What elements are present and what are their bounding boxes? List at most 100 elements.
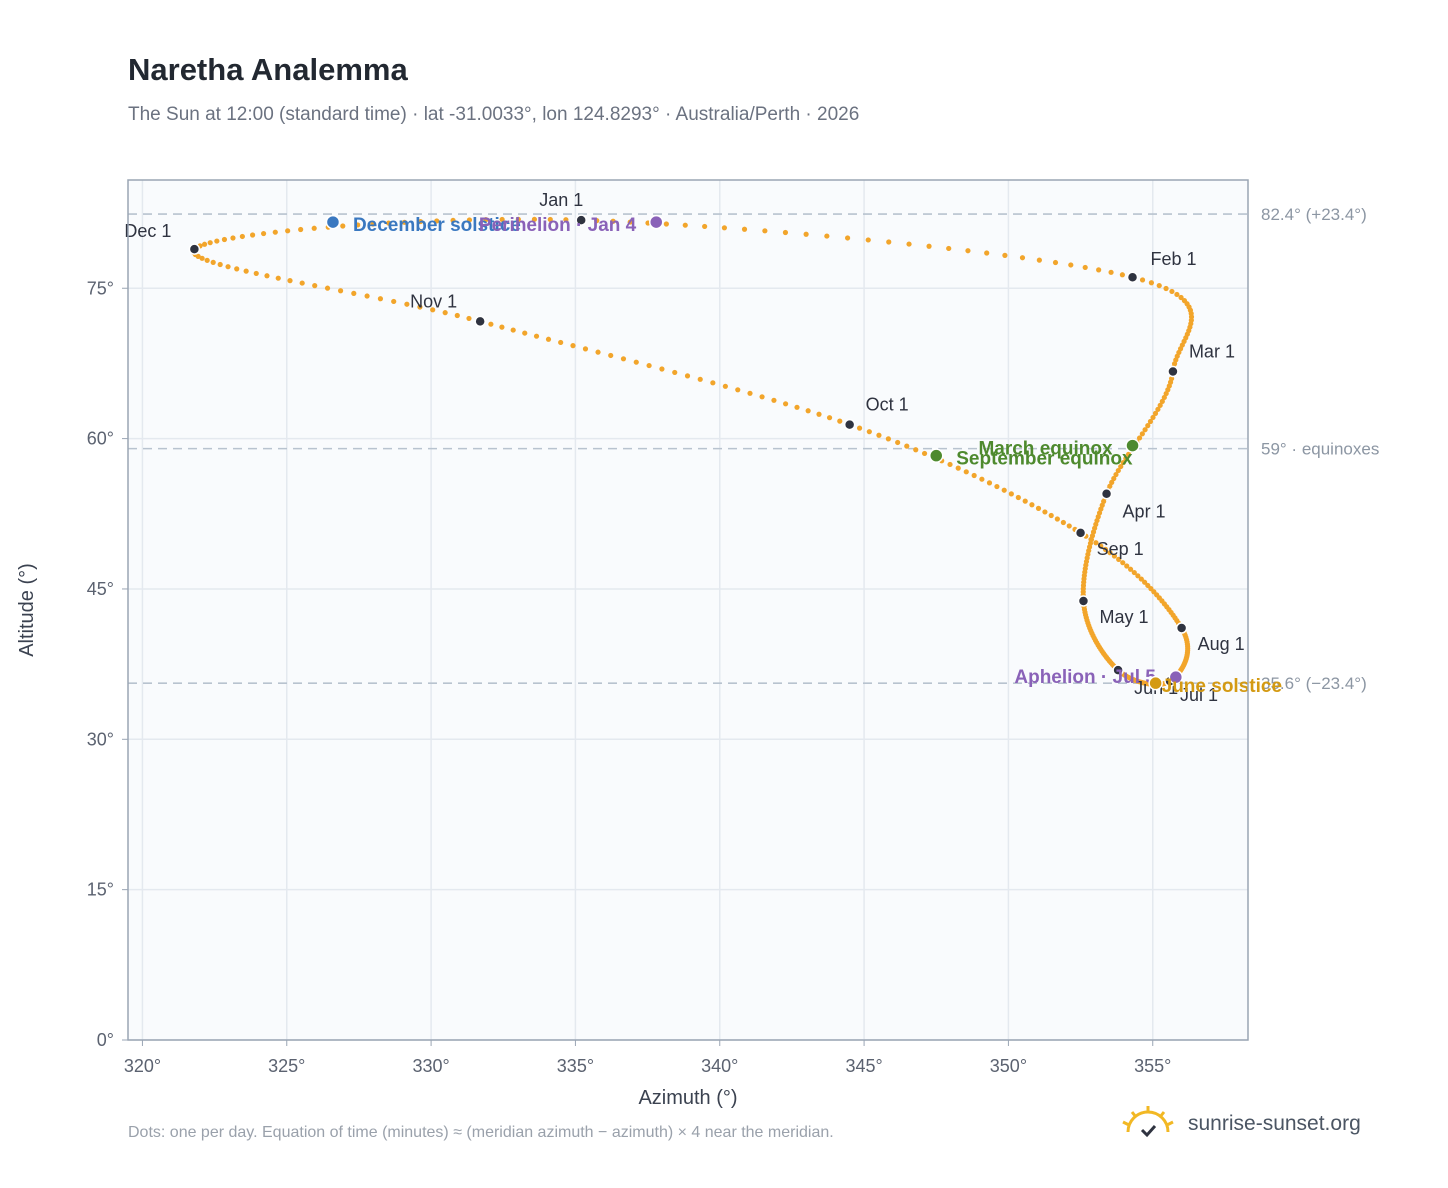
day-dot (272, 229, 278, 235)
day-dot (547, 216, 553, 223)
day-dot (946, 245, 952, 252)
day-dot (299, 280, 305, 286)
y-tick-label: 15° (87, 880, 114, 900)
month-marker-label: Dec 1 (124, 221, 171, 241)
day-dot (663, 221, 669, 227)
day-dot (253, 270, 259, 277)
month-marker (1112, 664, 1124, 676)
day-dot (260, 230, 267, 237)
day-dot (287, 278, 293, 284)
day-dot (979, 476, 985, 482)
chart-title: Naretha Analemma (128, 52, 408, 87)
chart-subtitle: The Sun at 12:00 (standard time) · lat -… (128, 104, 860, 125)
day-dot (646, 362, 652, 369)
event-marker (928, 448, 944, 463)
day-dot (312, 283, 318, 289)
day-dot (1163, 285, 1169, 292)
day-dot (1157, 402, 1163, 408)
day-dot (199, 255, 205, 261)
day-dot (782, 401, 789, 407)
month-marker-label: Mar 1 (1189, 341, 1235, 361)
day-dot (1139, 277, 1146, 283)
day-dot (682, 222, 688, 228)
day-dot (1036, 257, 1042, 263)
day-dot (803, 231, 809, 237)
event-marker (1125, 438, 1140, 453)
day-dot (1123, 455, 1129, 462)
day-dot (1111, 475, 1117, 482)
day-dot (710, 380, 716, 386)
month-marker (1167, 365, 1179, 378)
day-dot (298, 226, 304, 233)
day-dot (545, 336, 552, 342)
day-dot (340, 223, 346, 229)
day-dot (225, 264, 231, 270)
reference-lines: 82.4° (+23.4°) 59° · equinoxes 35.6° (−23.… (128, 205, 1379, 693)
x-tick-label: 325° (268, 1056, 305, 1076)
month-marker (188, 243, 201, 255)
day-dot (1096, 267, 1102, 273)
event-label: Perihelion · Jan 4 (479, 215, 637, 236)
brand-name: sunrise-sunset.org (1188, 1112, 1361, 1135)
day-dot (466, 217, 473, 223)
day-dot (1178, 294, 1184, 301)
day-dot (522, 330, 528, 336)
day-dot (1102, 546, 1109, 552)
day-dot (1109, 479, 1115, 485)
day-dot (984, 250, 990, 256)
day-dot (214, 238, 220, 244)
day-dot (1125, 451, 1132, 458)
day-dot (1001, 487, 1007, 493)
day-dot (1139, 431, 1145, 437)
event-label: December solstice (353, 215, 521, 236)
month-marker (1074, 527, 1087, 539)
day-dot (741, 226, 748, 232)
day-dot (531, 216, 538, 222)
day-dot (965, 248, 971, 254)
day-dot (337, 288, 344, 294)
day-dot (386, 220, 392, 226)
y-tick-label: 60° (87, 429, 114, 449)
month-marker-label: Sep 1 (1097, 539, 1144, 559)
day-dot (1131, 569, 1137, 576)
reference-line-label: 82.4° (+23.4°) (1261, 205, 1367, 224)
day-dot (1054, 516, 1060, 522)
day-dot (762, 228, 768, 234)
day-dot (466, 315, 472, 322)
day-dot (275, 275, 281, 281)
brand-logo[interactable]: sunrise-sunset.org (1120, 1104, 1361, 1144)
day-dot (1142, 579, 1148, 585)
day-dot (1060, 519, 1066, 526)
day-dot (1113, 471, 1119, 478)
day-dot (201, 241, 208, 247)
day-dot (483, 217, 489, 223)
day-dot (1068, 262, 1074, 268)
x-tick-label: 330° (412, 1056, 449, 1076)
event-label: March equinox (978, 439, 1113, 460)
day-dot (434, 218, 440, 224)
day-dot (1048, 512, 1054, 519)
day-dot (782, 229, 789, 236)
day-dot (697, 376, 703, 382)
day-dot (627, 219, 633, 225)
event-marker (648, 214, 664, 230)
day-dot (404, 301, 410, 307)
day-dot (401, 219, 408, 225)
day-dot (1035, 505, 1042, 511)
day-dot (865, 237, 871, 243)
day-dot (1147, 418, 1154, 425)
day-dot (442, 310, 448, 316)
day-dot (510, 327, 516, 333)
day-dot (921, 450, 928, 457)
month-marker (1175, 622, 1188, 634)
day-dot (391, 298, 397, 305)
day-dot (570, 343, 576, 349)
day-dot (264, 273, 270, 279)
axis-ticks: 320° 325° 330° 335° 340° 345° 350° 355° 0° 15° 30°… (87, 278, 1172, 1076)
day-dot (377, 296, 384, 302)
day-dot (558, 339, 564, 346)
day-dot (1015, 494, 1021, 501)
day-dot (417, 218, 424, 225)
